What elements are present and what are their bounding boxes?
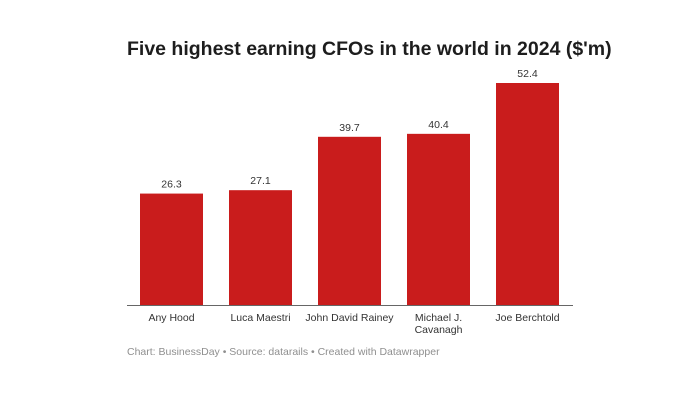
x-tick-label: Cavanagh [415, 324, 463, 336]
x-tick-label: Joe Berchtold [495, 312, 559, 324]
data-label: 27.1 [250, 175, 271, 187]
bar [229, 190, 292, 305]
bar [140, 193, 203, 305]
chart-footer: Chart: BusinessDay • Source: datarails •… [127, 346, 440, 358]
bar [496, 83, 559, 305]
bar [318, 136, 381, 305]
bar [407, 133, 470, 305]
data-label: 26.3 [161, 179, 182, 191]
chart-title: Five highest earning CFOs in the world i… [127, 38, 612, 60]
data-label: 39.7 [339, 122, 360, 134]
x-tick-label: Luca Maestri [230, 312, 290, 324]
x-tick-label: Any Hood [148, 312, 194, 324]
data-label: 52.4 [517, 68, 538, 80]
x-tick-label: John David Rainey [305, 312, 394, 324]
x-tick-label: Michael J. [415, 312, 462, 324]
data-label: 40.4 [428, 119, 449, 131]
